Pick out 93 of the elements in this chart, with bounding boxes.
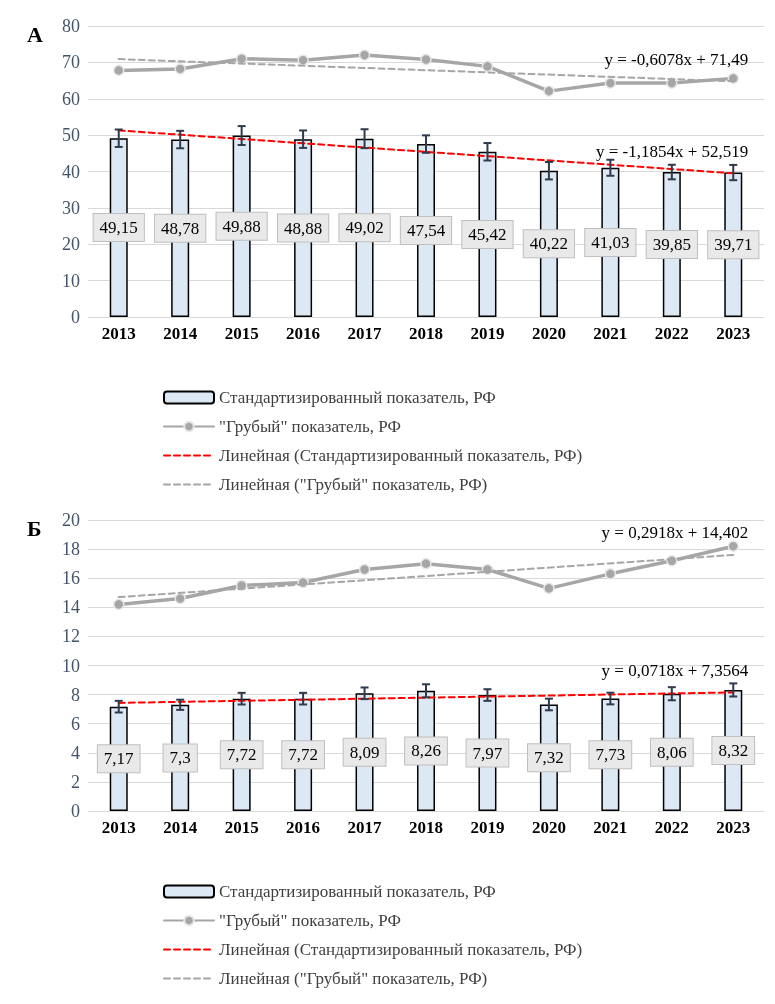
- x-tick-label: 2015: [224, 324, 259, 343]
- data-label: 7,17: [103, 749, 135, 769]
- point: [297, 54, 309, 66]
- y-tick-label: 0: [71, 307, 80, 327]
- point: [543, 582, 555, 595]
- legend-label: Линейная ("Грубый" показатель, РФ): [219, 475, 488, 494]
- data-label: 45,42: [468, 224, 507, 244]
- point: [481, 60, 494, 73]
- y-tick-label: 12: [62, 626, 80, 647]
- data-label: 39,85: [652, 235, 691, 255]
- y-tick-label: 20: [62, 510, 80, 530]
- y-tick-label: 2: [71, 771, 80, 792]
- point: [604, 77, 617, 89]
- data-label: 8,09: [349, 742, 380, 762]
- y-tick-label: 14: [62, 597, 80, 618]
- x-tick-label: 2014: [163, 324, 198, 343]
- annotation: y = -1,1854x + 52,519: [595, 141, 749, 161]
- annotation: y = -0,6078x + 71,49: [604, 49, 749, 69]
- y-tick-label: 8: [71, 684, 80, 705]
- x-tick-label: 2015: [224, 818, 259, 837]
- x-tick-label: 2019: [470, 324, 505, 343]
- x-tick-label: 2016: [286, 324, 321, 343]
- legend-label: "Грубый" показатель, РФ: [219, 911, 401, 930]
- data-label: 49,88: [222, 216, 261, 236]
- y-tick-label: 10: [62, 270, 80, 291]
- data-label: 47,54: [406, 221, 446, 241]
- point: [358, 563, 371, 576]
- data-label: 49,15: [99, 218, 138, 238]
- legend-label: Линейная ("Грубый" показатель, РФ): [219, 969, 488, 988]
- legend-label: Стандартизированный показатель, РФ: [219, 882, 496, 901]
- x-tick-label: 2018: [409, 818, 443, 837]
- x-tick-label: 2020: [531, 324, 566, 343]
- chart-title: А: [27, 21, 43, 47]
- y-tick-label: 40: [62, 161, 80, 182]
- x-tick-label: 2018: [409, 324, 443, 343]
- x-tick-label: 2016: [286, 818, 321, 837]
- y-tick-label: 70: [62, 52, 80, 73]
- point: [604, 568, 617, 580]
- x-tick-label: 2017: [347, 818, 383, 837]
- y-tick-label: 10: [62, 655, 80, 676]
- data-label: 49,02: [345, 218, 384, 238]
- point: [174, 63, 186, 75]
- data-label: 7,3: [169, 748, 191, 768]
- point: [174, 592, 186, 605]
- point: [420, 557, 432, 570]
- x-tick-label: 2019: [470, 818, 505, 837]
- x-tick-label: 2023: [716, 818, 751, 837]
- data-label: 7,73: [595, 745, 626, 765]
- x-tick-label: 2017: [347, 324, 383, 343]
- point: [420, 53, 432, 66]
- point: [112, 598, 125, 611]
- data-label: 8,26: [411, 741, 441, 761]
- data-label: 41,03: [591, 232, 630, 252]
- x-tick-label: 2022: [654, 324, 689, 343]
- y-tick-label: 60: [62, 88, 80, 109]
- x-tick-label: 2013: [101, 818, 136, 837]
- data-label: 8,32: [718, 740, 749, 760]
- y-tick-label: 6: [71, 713, 80, 734]
- point: [727, 540, 740, 552]
- legend-label: Линейная (Стандартизированный показатель, РФ): [219, 446, 583, 465]
- x-tick-label: 2021: [593, 324, 628, 343]
- data-label: 48,78: [161, 218, 200, 238]
- chart-title: Б: [27, 515, 42, 541]
- y-tick-label: 50: [62, 125, 80, 146]
- data-label: 7,97: [472, 743, 503, 763]
- point: [112, 64, 125, 77]
- legend-label: "Грубый" показатель, РФ: [219, 417, 401, 436]
- data-label: 39,71: [714, 235, 753, 255]
- data-label: 48,88: [283, 218, 323, 238]
- x-tick-label: 2014: [163, 818, 198, 837]
- data-label: 7,72: [288, 745, 318, 765]
- y-tick-label: 16: [62, 568, 80, 589]
- y-tick-label: 20: [62, 234, 80, 255]
- annotation: y = 0,0718x + 7,3564: [601, 660, 749, 680]
- data-label: 8,06: [656, 742, 687, 762]
- x-tick-label: 2021: [593, 818, 628, 837]
- y-tick-label: 80: [62, 16, 80, 36]
- y-tick-label: 30: [62, 197, 80, 218]
- x-tick-label: 2020: [531, 818, 566, 837]
- legend-label: Стандартизированный показатель, РФ: [219, 388, 496, 407]
- x-tick-label: 2013: [101, 324, 136, 343]
- x-tick-label: 2022: [654, 818, 689, 837]
- y-tick-label: 0: [71, 801, 80, 821]
- data-label: 40,22: [529, 234, 569, 254]
- data-label: 7,72: [226, 745, 257, 765]
- point: [358, 49, 371, 61]
- legend-label: Линейная (Стандартизированный показатель, РФ): [219, 940, 583, 959]
- y-tick-label: 4: [71, 742, 80, 763]
- x-tick-label: 2023: [716, 324, 751, 343]
- y-tick-label: 18: [62, 539, 80, 560]
- point: [543, 85, 555, 97]
- annotation: y = 0,2918x + 14,402: [601, 523, 749, 543]
- data-label: 7,32: [534, 748, 564, 768]
